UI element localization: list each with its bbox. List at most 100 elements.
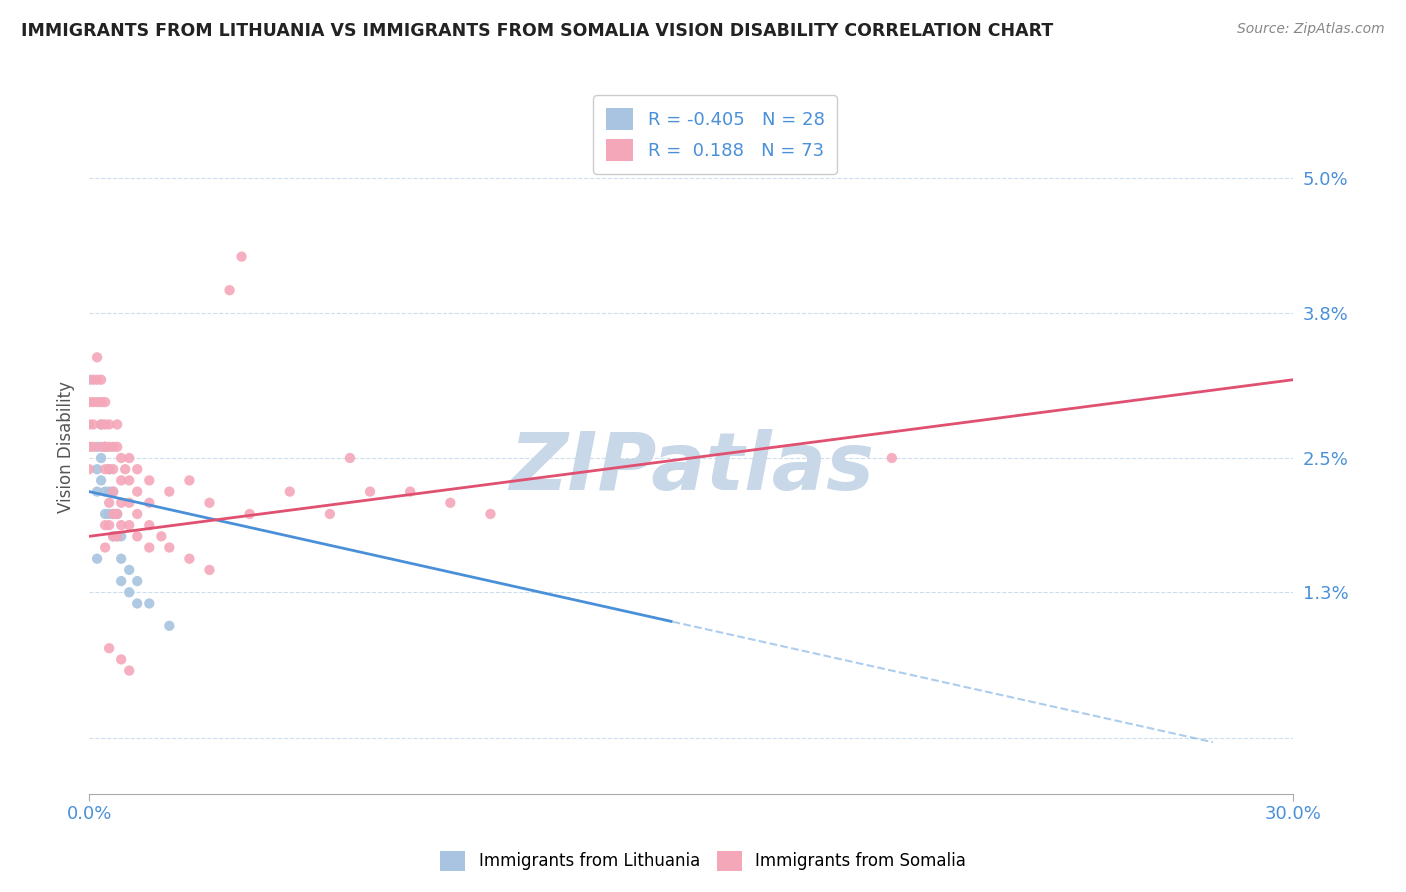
Point	[105, 440, 128, 454]
Point	[90, 440, 112, 454]
Point	[77, 373, 100, 387]
Point	[94, 395, 117, 409]
Point	[98, 518, 121, 533]
Point	[101, 462, 124, 476]
Point	[101, 507, 124, 521]
Point	[98, 641, 121, 656]
Point	[94, 541, 117, 555]
Point	[118, 474, 141, 488]
Point	[90, 395, 112, 409]
Y-axis label: Vision Disability: Vision Disability	[58, 381, 75, 513]
Point	[94, 484, 117, 499]
Point	[77, 395, 100, 409]
Point	[98, 440, 121, 454]
Point	[105, 507, 128, 521]
Point	[118, 450, 141, 465]
Point	[198, 563, 221, 577]
Point	[101, 529, 124, 543]
Point	[94, 507, 117, 521]
Point	[114, 462, 136, 476]
Point	[105, 417, 128, 432]
Point	[319, 507, 342, 521]
Point	[110, 496, 132, 510]
Point	[110, 551, 132, 566]
Point	[239, 507, 262, 521]
Point	[82, 373, 104, 387]
Point	[157, 541, 180, 555]
Text: IMMIGRANTS FROM LITHUANIA VS IMMIGRANTS FROM SOMALIA VISION DISABILITY CORRELATI: IMMIGRANTS FROM LITHUANIA VS IMMIGRANTS …	[21, 22, 1053, 40]
Point	[157, 484, 180, 499]
Point	[86, 484, 108, 499]
Point	[118, 496, 141, 510]
Point	[110, 574, 132, 588]
Point	[86, 395, 108, 409]
Point	[399, 484, 422, 499]
Point	[118, 664, 141, 678]
Point	[150, 529, 173, 543]
Point	[439, 496, 461, 510]
Point	[94, 440, 117, 454]
Point	[94, 518, 117, 533]
Point	[98, 462, 121, 476]
Point	[101, 484, 124, 499]
Point	[127, 597, 149, 611]
Point	[138, 518, 160, 533]
Point	[359, 484, 381, 499]
Point	[98, 496, 121, 510]
Point	[86, 551, 108, 566]
Point	[77, 440, 100, 454]
Point	[880, 450, 903, 465]
Point	[118, 518, 141, 533]
Point	[90, 417, 112, 432]
Point	[179, 551, 201, 566]
Point	[118, 563, 141, 577]
Point	[110, 518, 132, 533]
Point	[98, 507, 121, 521]
Point	[339, 450, 361, 465]
Legend: R = -0.405   N = 28, R =  0.188   N = 73: R = -0.405 N = 28, R = 0.188 N = 73	[593, 95, 837, 174]
Point	[179, 474, 201, 488]
Text: Source: ZipAtlas.com: Source: ZipAtlas.com	[1237, 22, 1385, 37]
Point	[94, 462, 117, 476]
Point	[157, 619, 180, 633]
Point	[110, 474, 132, 488]
Point	[77, 417, 100, 432]
Point	[479, 507, 502, 521]
Point	[77, 462, 100, 476]
Point	[101, 440, 124, 454]
Point	[90, 373, 112, 387]
Point	[86, 351, 108, 365]
Point	[86, 373, 108, 387]
Point	[101, 529, 124, 543]
Point	[82, 417, 104, 432]
Point	[138, 597, 160, 611]
Point	[138, 541, 160, 555]
Point	[110, 652, 132, 666]
Point	[90, 417, 112, 432]
Point	[231, 250, 253, 264]
Point	[101, 484, 124, 499]
Legend: Immigrants from Lithuania, Immigrants from Somalia: Immigrants from Lithuania, Immigrants fr…	[432, 842, 974, 880]
Point	[82, 440, 104, 454]
Point	[278, 484, 301, 499]
Point	[127, 507, 149, 521]
Point	[110, 529, 132, 543]
Point	[127, 484, 149, 499]
Point	[127, 574, 149, 588]
Point	[127, 462, 149, 476]
Point	[118, 585, 141, 599]
Point	[98, 417, 121, 432]
Point	[82, 395, 104, 409]
Point	[218, 283, 240, 297]
Point	[105, 507, 128, 521]
Point	[110, 450, 132, 465]
Point	[138, 496, 160, 510]
Point	[138, 474, 160, 488]
Point	[86, 462, 108, 476]
Point	[127, 529, 149, 543]
Point	[105, 529, 128, 543]
Text: ZIPatlas: ZIPatlas	[509, 429, 873, 507]
Point	[98, 462, 121, 476]
Point	[90, 450, 112, 465]
Point	[94, 417, 117, 432]
